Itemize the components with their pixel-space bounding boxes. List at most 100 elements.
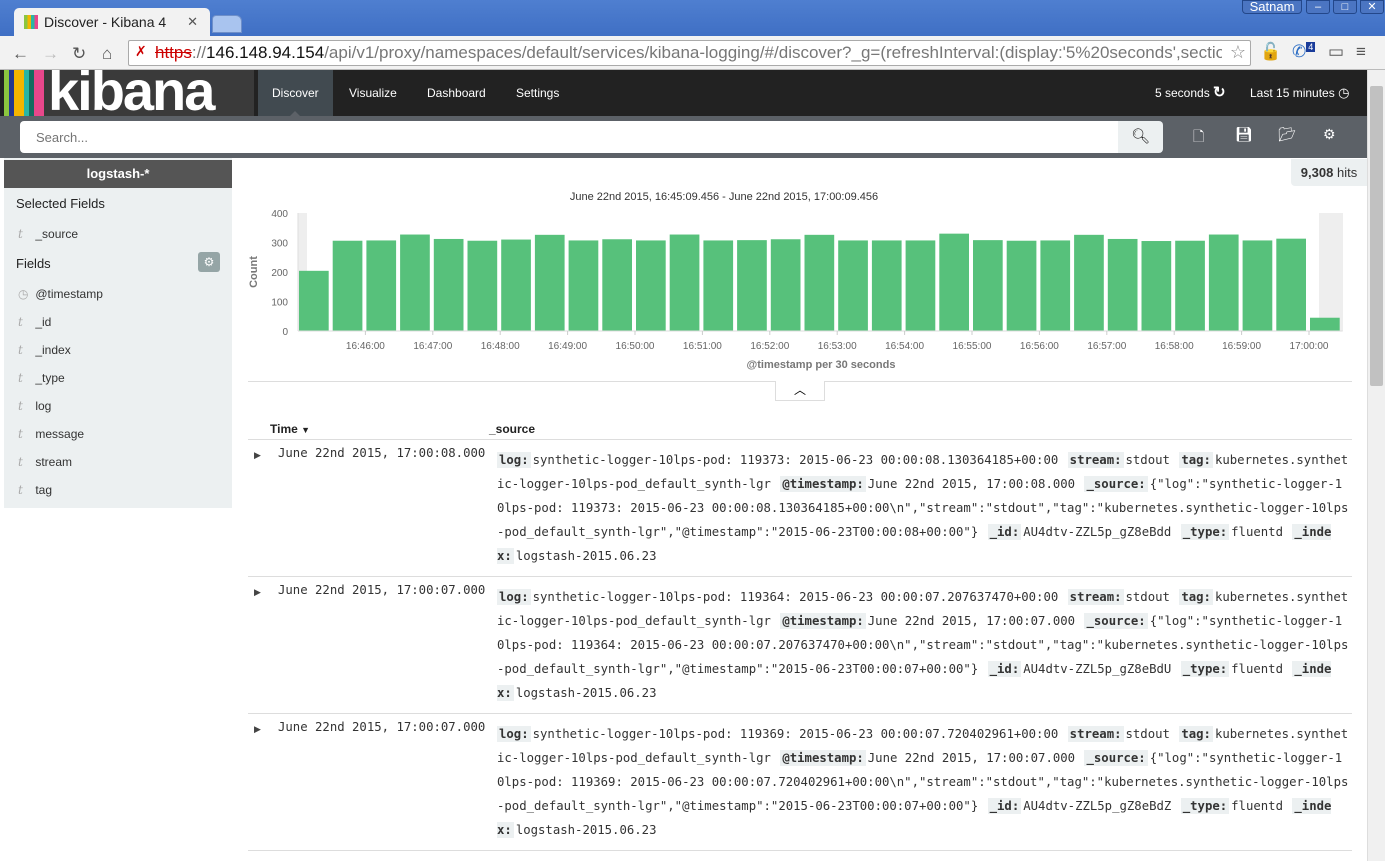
expand-caret-icon[interactable]: ▶: [254, 450, 261, 460]
histogram-chart[interactable]: June 22nd 2015, 16:45:09.456 - June 22nd…: [240, 180, 1365, 380]
field-item[interactable]: t stream: [4, 448, 232, 476]
out-of-range-shade-right: [1319, 213, 1343, 331]
url-host: 146.148.94.154: [206, 43, 325, 62]
expand-caret-icon[interactable]: ▶: [254, 587, 261, 597]
field-item[interactable]: t _type: [4, 364, 232, 392]
field-name: _type: [35, 371, 65, 385]
histogram-bar: [1141, 241, 1172, 331]
search-input[interactable]: [20, 121, 1118, 153]
histogram-bar: [636, 240, 666, 331]
scrollbar[interactable]: [1367, 70, 1385, 861]
collapse-chart-button[interactable]: ︿: [775, 381, 825, 401]
url-input[interactable]: ✗ https://146.148.94.154/api/v1/proxy/na…: [128, 40, 1251, 66]
maximize-icon[interactable]: □: [1333, 0, 1357, 14]
histogram-bar: [1242, 240, 1273, 331]
refresh-interval-button[interactable]: 5 seconds ↻: [1155, 70, 1226, 116]
source-field-key: _source:: [1084, 613, 1148, 629]
table-row[interactable]: ▶ June 22nd 2015, 17:00:07.000 log: synthet…: [248, 577, 1352, 714]
home-icon[interactable]: ⌂: [102, 44, 113, 63]
source-field-key: _type:: [1180, 798, 1230, 814]
search-icon: 🔍︎: [1130, 128, 1151, 145]
close-window-icon[interactable]: ✕: [1360, 0, 1384, 14]
histogram-bar: [1074, 234, 1104, 331]
histogram-bar: [973, 240, 1003, 331]
tab-settings[interactable]: Settings: [516, 86, 560, 100]
new-tab-button[interactable]: [212, 15, 242, 33]
field-item[interactable]: t _index: [4, 336, 232, 364]
source-field-key: stream:: [1067, 452, 1124, 468]
source-field-value: fluentd: [1231, 525, 1283, 539]
expand-caret-icon[interactable]: ▶: [254, 724, 261, 734]
source-field-key: log:: [497, 452, 531, 468]
x-tick-label: 16:55:00: [953, 341, 992, 352]
table-row[interactable]: ▶ June 22nd 2015, 17:00:07.000 log: synthet…: [248, 714, 1352, 851]
kibana-favicon-icon: [24, 15, 38, 29]
header-divider: [248, 439, 1352, 440]
field-item[interactable]: t tag: [4, 476, 232, 504]
tab-visualize[interactable]: Visualize: [349, 86, 397, 100]
timepicker-button[interactable]: Last 15 minutes ◷: [1250, 70, 1349, 116]
source-field-value: kubernetes.synthetic-logger-10lps-pod_de…: [497, 453, 1349, 491]
source-field-key: @timestamp:: [780, 750, 866, 766]
kibana-logo[interactable]: kibana: [4, 70, 254, 116]
row-source: log: synthetic-logger-10lps-pod: 119373: …: [497, 440, 1349, 574]
field-item-source[interactable]: t _source: [4, 220, 232, 248]
string-type-icon: t: [18, 427, 23, 441]
save-search-icon[interactable]: 💾︎: [1235, 126, 1253, 142]
histogram-bar: [501, 239, 531, 331]
time-column-header[interactable]: Time ▼: [270, 422, 310, 436]
chevron-up-icon: ︿: [793, 383, 806, 397]
search-button[interactable]: 🔍︎: [1118, 121, 1163, 153]
histogram-bar: [1107, 238, 1138, 331]
profile-button[interactable]: Satnam: [1242, 0, 1302, 14]
histogram-bar: [838, 240, 868, 331]
kibana-navbar: kibana Discover Visualize Dashboard Sett…: [0, 70, 1367, 116]
y-tick-label: 100: [271, 298, 288, 309]
field-item[interactable]: t _id: [4, 308, 232, 336]
y-tick-label: 0: [282, 327, 288, 338]
source-field-value: stdout: [1125, 727, 1170, 741]
bookmark-star-icon[interactable]: ☆: [1229, 42, 1246, 62]
close-tab-icon[interactable]: ✕: [187, 14, 198, 29]
histogram-bar: [568, 240, 599, 331]
tab-discover[interactable]: Discover: [258, 70, 333, 116]
field-name: _index: [35, 343, 71, 357]
source-field-value: {"log":"synthetic-logger-10lps-pod: 1193…: [497, 477, 1349, 539]
table-row[interactable]: ▶ June 22nd 2015, 17:00:08.000 log: synthet…: [248, 440, 1352, 577]
tab-dashboard[interactable]: Dashboard: [427, 86, 486, 100]
insecure-lock-icon: ✗: [135, 43, 147, 59]
histogram-bar: [332, 240, 363, 331]
source-field-value: stdout: [1125, 590, 1170, 604]
y-tick-label: 400: [271, 209, 288, 220]
forward-icon[interactable]: →: [42, 44, 59, 63]
field-item[interactable]: t message: [4, 420, 232, 448]
x-tick-label: 17:00:00: [1290, 341, 1329, 352]
source-field-value: stdout: [1125, 453, 1170, 467]
y-tick-label: 200: [271, 268, 288, 279]
browser-titlebar: Discover - Kibana 4 ✕ Satnam – □ ✕: [0, 0, 1385, 36]
open-search-icon[interactable]: 📂︎: [1278, 126, 1296, 142]
reload-icon[interactable]: ↻: [72, 44, 87, 63]
refresh-label: 5 seconds: [1155, 86, 1210, 100]
source-field-value: {"log":"synthetic-logger-10lps-pod: 1193…: [497, 751, 1349, 813]
browser-tab[interactable]: Discover - Kibana 4 ✕: [14, 8, 210, 36]
source-field-value: fluentd: [1231, 799, 1283, 813]
settings-gear-icon[interactable]: ⚙: [1323, 126, 1336, 142]
index-pattern-selector[interactable]: logstash-*: [4, 160, 232, 188]
x-tick-label: 16:51:00: [683, 341, 722, 352]
scrollbar-thumb[interactable]: [1370, 86, 1383, 386]
minimize-icon[interactable]: –: [1306, 0, 1330, 14]
new-search-icon[interactable]: 🗋: [1193, 128, 1205, 144]
x-tick-label: 16:49:00: [548, 341, 587, 352]
field-item[interactable]: ◷ @timestamp: [4, 280, 232, 308]
fields-header-label: Fields: [16, 256, 51, 271]
cast-icon[interactable]: ▭: [1328, 42, 1345, 61]
back-icon[interactable]: ←: [12, 44, 29, 63]
row-time: June 22nd 2015, 17:00:08.000: [278, 446, 486, 460]
field-settings-gear-icon[interactable]: ⚙: [198, 252, 220, 272]
hangouts-extension-icon[interactable]: ✆ 4: [1292, 42, 1316, 61]
menu-icon[interactable]: ≡: [1356, 42, 1366, 61]
source-field-value: logstash-2015.06.23: [515, 686, 657, 700]
lock-extension-icon[interactable]: 🔓: [1260, 42, 1282, 61]
field-item[interactable]: t log: [4, 392, 232, 420]
